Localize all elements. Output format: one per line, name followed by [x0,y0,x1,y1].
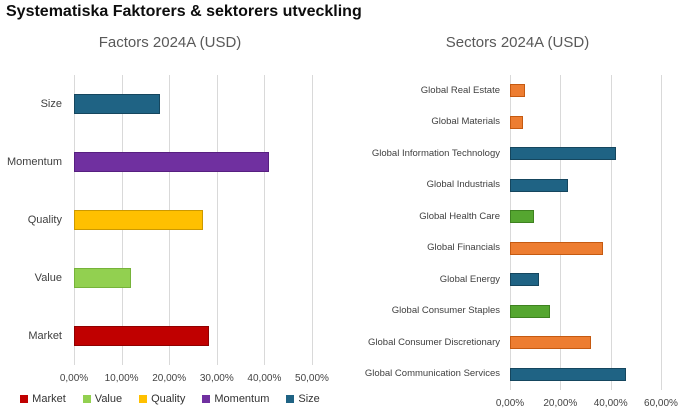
category-label-global-materials: Global Materials [345,107,508,139]
category-label-text: Global Health Care [419,210,500,222]
legend-item-market: Market [20,393,66,405]
legend-swatch [202,395,211,403]
x-axis-tick: 30,00% [199,373,234,384]
category-label-quality: Quality [0,191,70,249]
category-label-value: Value [0,249,70,307]
legend-label: Market [32,393,66,405]
category-label-text: Global Consumer Staples [391,305,500,317]
bar-global-communication-services [510,367,626,381]
bar-global-financials [510,241,604,255]
category-label-text: Global Communication Services [364,368,500,380]
legend-label: Quality [151,393,186,405]
category-label-text: Size [40,97,62,110]
category-label-text: Global Information Technology [371,147,500,159]
factors-chart-panel: Factors 2024A (USD) Market Value Quality Mo… [0,28,340,420]
x-axis-tick: 20,00% [543,398,578,409]
bar-value [74,268,132,288]
gridline [560,75,561,390]
category-label-text: Global Financials [427,242,500,254]
x-axis-tick: 50,00% [295,373,329,384]
category-label-global-industrials: Global Industrials [345,170,508,202]
legend-swatch [82,395,91,403]
legend-item-value: Value [82,393,123,405]
category-label-size: Size [0,75,70,133]
category-label-text: Global Real Estate [420,84,500,96]
category-label-text: Quality [27,213,62,226]
category-label-global-financials: Global Financials [345,233,508,265]
legend-label: Size [298,393,320,405]
category-label-text: Global Consumer Discretionary [368,336,500,348]
category-label-text: Global Energy [439,273,500,285]
category-label-global-real-estate: Global Real Estate [345,75,508,107]
gridline [510,75,511,390]
gridline [661,75,662,390]
bar-global-real-estate [510,84,526,98]
gridline [312,75,313,365]
category-label-momentum: Momentum [0,133,70,191]
gridline [264,75,265,365]
bar-global-materials [510,115,523,129]
bar-global-consumer-discretionary [510,336,591,350]
gridline [611,75,612,390]
legend-swatch [286,395,295,403]
x-axis-tick: 10,00% [104,373,139,384]
category-label-market: Market [0,307,70,365]
legend-item-momentum: Momentum [202,393,269,405]
category-label-global-health-care: Global Health Care [345,201,508,233]
legend-swatch [20,395,29,403]
category-label-text: Global Materials [431,116,500,128]
page-title: Systematiska Faktorers & sektorers utvec… [6,3,362,20]
category-label-global-consumer-discretionary: Global Consumer Discretionary [345,327,508,359]
legend-item-quality: Quality [139,393,185,405]
factors-chart-title: Factors 2024A (USD) [98,34,242,51]
category-label-text: Global Industrials [426,179,500,191]
legend-label: Value [94,393,123,405]
category-label-text: Momentum [6,155,62,168]
category-label-text: Value [34,271,62,284]
category-label-text: Market [28,329,62,342]
x-axis-tick: 40,00% [247,373,282,384]
bar-size [74,94,160,114]
bar-global-information-technology [510,147,616,161]
sectors-chart-panel: Sectors 2024A (USD) 0,00% 20,00% 40,00% 60,… [345,28,690,420]
x-axis-tick: 60,00% [644,398,678,409]
bar-global-health-care [510,210,534,224]
bar-quality [74,210,203,230]
legend-item-size: Size [286,393,320,405]
bar-momentum [74,152,270,172]
category-label-global-information-technology: Global Information Technology [345,138,508,170]
factors-legend: Market Value Quality Momentum Size [0,393,340,405]
bar-global-energy [510,273,539,287]
bar-global-consumer-staples [510,304,551,318]
sectors-plot-area [510,75,671,390]
legend-label: Momentum [214,393,270,405]
x-axis-tick: 20,00% [152,373,187,384]
category-label-global-consumer-staples: Global Consumer Staples [345,296,508,328]
x-axis-tick: 0,00% [59,373,89,384]
bar-global-industrials [510,178,568,192]
gridline [217,75,218,365]
category-label-global-communication-services: Global Communication Services [345,359,508,391]
sectors-chart-title: Sectors 2024A (USD) [445,34,590,51]
x-axis-tick: 0,00% [495,398,525,409]
legend-swatch [139,395,148,403]
bar-market [74,326,210,346]
category-label-global-energy: Global Energy [345,264,508,296]
x-axis-tick: 40,00% [593,398,628,409]
